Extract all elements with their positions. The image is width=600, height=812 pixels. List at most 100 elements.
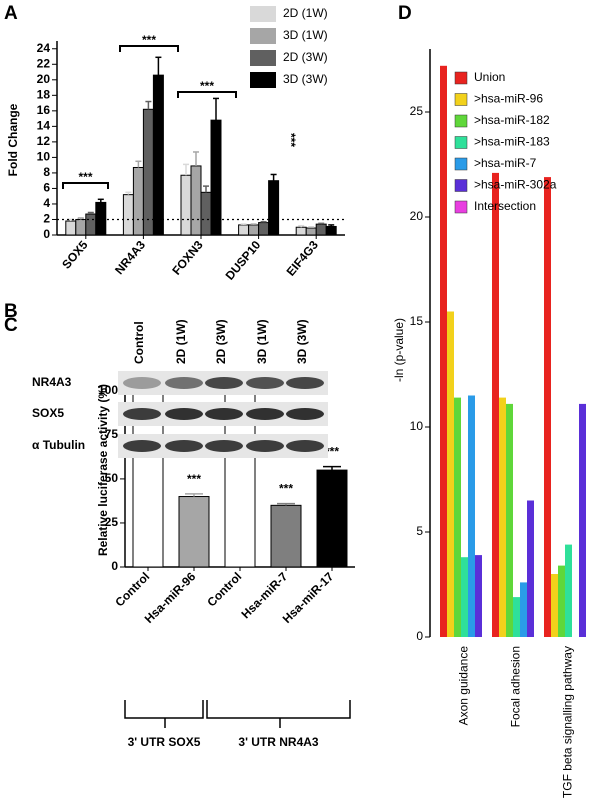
bar xyxy=(210,119,222,236)
significance-label: *** xyxy=(187,472,201,486)
x-tick-label: SOX5 xyxy=(59,238,91,272)
y-tick-label: 20 xyxy=(37,72,51,86)
panel-label: A xyxy=(4,3,18,24)
bar xyxy=(527,500,534,637)
x-tick-label: DUSP10 xyxy=(223,238,264,283)
error-bar xyxy=(328,224,335,227)
y-tick-label: 20 xyxy=(410,209,424,223)
row-label: SOX5 xyxy=(32,406,64,420)
significance-label: *** xyxy=(78,170,92,184)
y-tick-label: 25 xyxy=(410,104,424,118)
x-tick-label: Control xyxy=(204,569,244,609)
error-bar xyxy=(240,223,247,225)
error-bar xyxy=(97,198,104,203)
significance-bracket xyxy=(62,182,109,189)
legend-swatch xyxy=(250,50,276,66)
y-axis-label: Relative luciferase activity (%) xyxy=(96,384,110,556)
bar xyxy=(152,74,164,236)
legend-label: 3D (1W) xyxy=(283,28,328,42)
y-tick-label: 8 xyxy=(43,165,50,179)
bar xyxy=(122,194,134,236)
panel-label: B xyxy=(4,301,18,322)
legend-swatch xyxy=(454,114,468,128)
significance-label: *** xyxy=(200,79,214,93)
bar xyxy=(65,220,77,236)
y-tick-label: 0 xyxy=(43,227,50,241)
significance-label: *** xyxy=(284,133,298,147)
legend-swatch xyxy=(454,93,468,106)
legend-swatch xyxy=(454,179,468,192)
bar xyxy=(305,227,317,236)
bar xyxy=(200,191,212,236)
legend-label: >hsa-miR-182 xyxy=(474,113,550,127)
y-tick-label: 18 xyxy=(37,87,51,101)
error-bar xyxy=(270,173,277,181)
row-label: α Tubulin xyxy=(32,438,85,452)
bar xyxy=(270,504,302,568)
y-tick-label: 75 xyxy=(105,427,119,441)
bar xyxy=(492,172,499,637)
legend-label: >hsa-miR-7 xyxy=(474,156,537,170)
error-bar xyxy=(155,56,162,76)
bar xyxy=(461,557,468,637)
error-bar xyxy=(260,221,267,223)
error-bar xyxy=(87,211,94,215)
bar xyxy=(468,395,475,637)
legend-swatch xyxy=(250,72,276,88)
x-tick-label: Axon guidance xyxy=(457,646,471,726)
blot-band xyxy=(246,408,284,420)
error-bar xyxy=(318,222,325,225)
y-tick-label: 12 xyxy=(37,134,51,148)
blot-band xyxy=(165,408,203,420)
legend-label: >hsa-miR-183 xyxy=(474,135,550,149)
legend-label: Union xyxy=(474,70,505,84)
panel-label: D xyxy=(398,3,412,24)
group-bracket xyxy=(206,700,351,719)
x-tick-label: EIF4G3 xyxy=(284,238,322,279)
bar xyxy=(248,224,260,236)
bar xyxy=(178,496,210,568)
y-tick-label: 0 xyxy=(416,629,423,643)
significance-label: *** xyxy=(142,33,156,47)
bar xyxy=(475,555,482,637)
bar xyxy=(75,218,87,236)
error-bar xyxy=(135,160,142,168)
bar xyxy=(544,177,551,637)
legend-label: 3D (3W) xyxy=(283,72,328,86)
y-tick-label: 6 xyxy=(43,181,50,195)
blot-band xyxy=(205,377,243,389)
bar xyxy=(258,222,270,236)
error-bar xyxy=(308,226,315,229)
x-tick-label: Control xyxy=(112,569,152,609)
y-tick-label: 50 xyxy=(105,471,119,485)
y-axis-label: -ln (p-value) xyxy=(392,318,406,382)
blot-band xyxy=(286,440,324,452)
y-tick-label: 16 xyxy=(37,103,51,117)
error-bar xyxy=(298,224,305,228)
bar xyxy=(132,166,144,236)
legend-swatch xyxy=(454,136,468,149)
y-tick-label: 10 xyxy=(410,419,424,433)
blot-band xyxy=(286,377,324,389)
significance-bracket xyxy=(119,45,179,52)
blot-band xyxy=(165,377,203,389)
panel-label: C xyxy=(4,315,18,336)
legend-label: Intersection xyxy=(474,199,536,213)
y-tick-label: 10 xyxy=(37,150,51,164)
bar xyxy=(180,174,192,236)
error-bar xyxy=(77,217,84,220)
significance-bracket xyxy=(177,91,237,98)
bar xyxy=(499,397,506,637)
row-label: NR4A3 xyxy=(32,375,72,389)
legend-label: >hsa-miR-302a xyxy=(474,178,557,192)
error-bar xyxy=(183,163,189,176)
bar xyxy=(506,403,513,637)
bar xyxy=(238,224,250,236)
y-tick-label: 5 xyxy=(416,524,423,538)
lane-label: 3D (1W) xyxy=(255,319,269,364)
bar xyxy=(95,201,107,236)
bar xyxy=(142,108,154,236)
y-tick-label: 2 xyxy=(43,212,50,226)
bar xyxy=(440,65,447,638)
y-tick-label: 100 xyxy=(98,383,118,397)
